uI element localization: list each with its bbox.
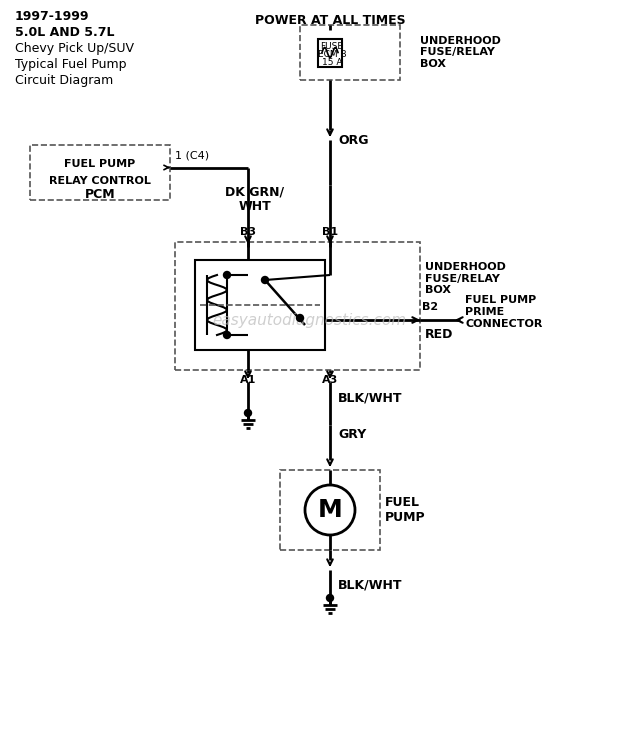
Text: RELAY CONTROL: RELAY CONTROL xyxy=(49,176,151,186)
Text: B2: B2 xyxy=(422,302,438,312)
Text: 1 (C4): 1 (C4) xyxy=(175,151,209,160)
Bar xyxy=(300,25,400,80)
Circle shape xyxy=(297,314,303,322)
Text: Circuit Diagram: Circuit Diagram xyxy=(15,74,113,87)
Text: BLK/WHT: BLK/WHT xyxy=(338,578,402,592)
Text: M: M xyxy=(318,498,342,522)
Circle shape xyxy=(245,410,252,416)
Circle shape xyxy=(326,595,334,602)
Bar xyxy=(195,260,325,350)
Text: B3: B3 xyxy=(240,227,256,237)
Circle shape xyxy=(261,277,268,284)
Text: FUEL PUMP
PRIME
CONNECTOR: FUEL PUMP PRIME CONNECTOR xyxy=(465,296,543,328)
Text: BLK/WHT: BLK/WHT xyxy=(338,392,402,404)
Text: easyautodiagnostics.com: easyautodiagnostics.com xyxy=(212,313,406,328)
Text: 5.0L AND 5.7L: 5.0L AND 5.7L xyxy=(15,26,114,39)
Text: ORG: ORG xyxy=(338,134,368,146)
Text: A3: A3 xyxy=(322,375,338,385)
Bar xyxy=(280,470,380,550)
Text: Typical Fuel Pump: Typical Fuel Pump xyxy=(15,58,127,71)
Text: FUEL
PUMP: FUEL PUMP xyxy=(385,496,426,524)
Text: ECM B: ECM B xyxy=(318,50,346,59)
Circle shape xyxy=(224,272,231,278)
Text: A1: A1 xyxy=(240,375,256,385)
Bar xyxy=(175,242,420,370)
Text: PCM: PCM xyxy=(85,188,116,200)
Text: UNDERHOOD
FUSE/RELAY
BOX: UNDERHOOD FUSE/RELAY BOX xyxy=(420,36,501,69)
Text: B1: B1 xyxy=(322,227,338,237)
Text: GRY: GRY xyxy=(338,428,366,442)
Bar xyxy=(30,145,170,200)
Text: 1997-1999: 1997-1999 xyxy=(15,10,90,23)
Bar xyxy=(318,38,342,67)
Circle shape xyxy=(224,332,231,338)
Text: UNDERHOOD
FUSE/RELAY
BOX: UNDERHOOD FUSE/RELAY BOX xyxy=(425,262,506,296)
Text: DK GRN/
WHT: DK GRN/ WHT xyxy=(226,185,284,214)
Text: 15 A: 15 A xyxy=(322,58,342,67)
Text: FUSE: FUSE xyxy=(321,42,344,51)
Text: Chevy Pick Up/SUV: Chevy Pick Up/SUV xyxy=(15,42,134,55)
Text: FUEL PUMP: FUEL PUMP xyxy=(64,159,135,170)
Text: RED: RED xyxy=(425,328,454,341)
Text: POWER AT ALL TIMES: POWER AT ALL TIMES xyxy=(255,13,405,26)
